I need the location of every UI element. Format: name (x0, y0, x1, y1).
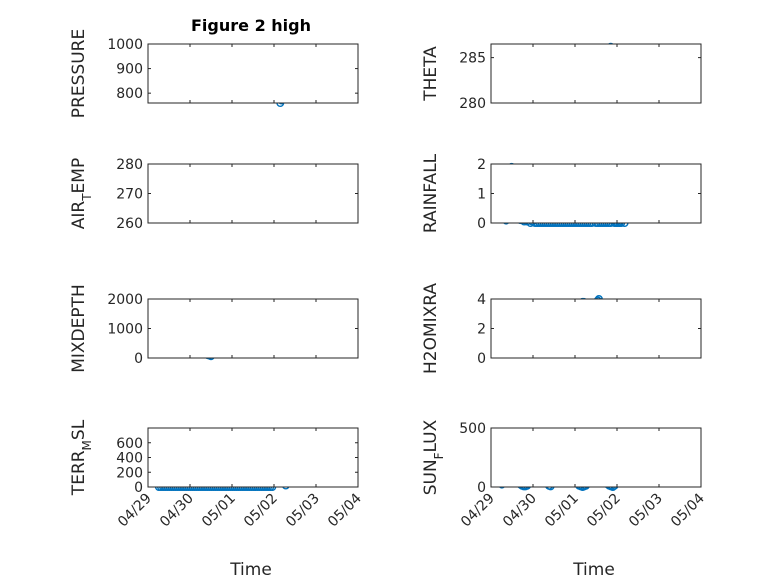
y-tick-label-mixdepth: 1000 (107, 322, 143, 338)
x-tick-label: 05/02 (584, 491, 624, 531)
y-tick-label-rainfall: 1 (477, 187, 486, 203)
y-tick-label-air-temp: 270 (116, 187, 143, 203)
axes-frame-mixdepth (147, 298, 359, 359)
x-tick-label: 05/02 (241, 491, 281, 531)
x-tick-label: 05/04 (668, 490, 708, 530)
y-tick-label-terr-msl: 0 (134, 480, 143, 496)
x-tick-label: 04/30 (500, 491, 540, 531)
y-axis-label-pressure: PRESSURE (69, 29, 89, 118)
y-axis-label-air-temp: AIRTEMP (69, 158, 94, 229)
y-tick-label-pressure: 800 (116, 86, 143, 102)
y-tick-label-rainfall: 2 (477, 157, 486, 173)
y-tick-label-mixdepth: 0 (134, 351, 143, 367)
axes-frame-terr-msl (147, 427, 359, 488)
axes-frame-theta (490, 43, 702, 104)
y-tick-label-air-temp: 280 (116, 157, 143, 173)
axes-frame-pressure (147, 43, 359, 104)
x-tick-label: 05/03 (283, 491, 323, 531)
subplot-sun-flux: 0 500 04/29 04/30 05/01 05/02 05/03 05/04 SUNFLU… (421, 419, 708, 530)
y-tick-label-air-temp: 260 (116, 216, 143, 232)
x-tick-label: 04/29 (458, 491, 498, 531)
subplot-rainfall: 0 1 2 RAINFALL (421, 153, 702, 233)
y-axis-label-theta: THETA (421, 46, 441, 102)
y-tick-label-terr-msl: 200 (116, 465, 143, 481)
y-tick-label-terr-msl: 600 (116, 436, 143, 452)
x-tick-label: 05/01 (199, 491, 239, 531)
y-axis-label-h2omixra: H2OMIXRA (421, 283, 441, 374)
x-tick-label: 05/01 (542, 491, 582, 531)
y-tick-label-pressure: 1000 (107, 37, 143, 53)
y-tick-label-terr-msl: 400 (116, 451, 143, 467)
x-tick-label: 05/03 (626, 491, 666, 531)
y-tick-label-h2omixra: 0 (477, 351, 486, 367)
y-tick-label-sun-flux: 500 (459, 421, 486, 437)
axes-frame-air-temp (147, 163, 359, 224)
axes-frame-h2omixra (490, 298, 702, 359)
x-tick-label: 04/30 (157, 491, 197, 531)
y-tick-label-rainfall: 0 (477, 216, 486, 232)
x-axis-label-right: Time (572, 560, 615, 580)
y-axis-label-rainfall: RAINFALL (421, 153, 441, 233)
axes-frame-rainfall (490, 163, 702, 224)
y-tick-label-theta: 280 (459, 96, 486, 112)
subplot-mixdepth: 0 1000 2000 MIXDEPTH (69, 284, 359, 373)
x-axis-label-left: Time (229, 560, 272, 580)
x-tick-label: 04/29 (115, 491, 155, 531)
y-tick-label-sun-flux: 0 (477, 480, 486, 496)
y-axis-label-terr-msl: TERRMSL (69, 419, 94, 496)
subplot-air-temp: 260 270 280 AIRTEMP (69, 157, 359, 232)
subplot-pressure: 800 900 1000 PRESSURE (69, 29, 359, 118)
chart-title: Figure 2 high (191, 16, 311, 35)
y-axis-label-mixdepth: MIXDEPTH (69, 284, 89, 373)
y-tick-label-h2omixra: 4 (477, 292, 486, 308)
subplot-h2omixra: 0 2 4 H2OMIXRA (421, 283, 702, 374)
y-tick-label-theta: 285 (459, 51, 486, 67)
y-axis-label-sun-flux: SUNFLUX (421, 419, 446, 495)
subplot-theta: 280 285 THETA (421, 42, 702, 112)
y-tick-label-mixdepth: 2000 (107, 292, 143, 308)
axes-frame-sun-flux (490, 427, 702, 488)
y-tick-label-pressure: 900 (116, 62, 143, 78)
y-tick-label-h2omixra: 2 (477, 322, 486, 338)
x-tick-label: 05/04 (325, 490, 365, 530)
